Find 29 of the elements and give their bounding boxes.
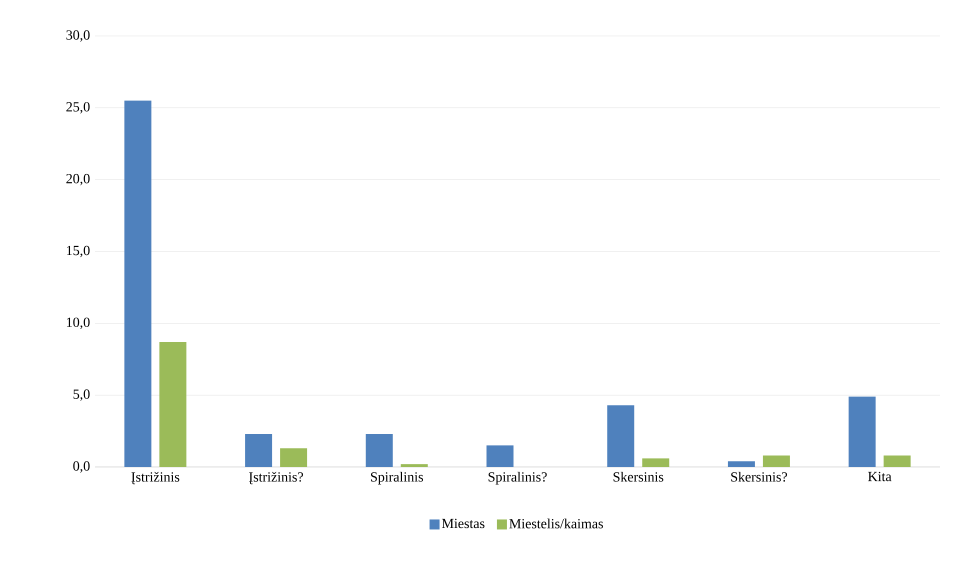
bar bbox=[762, 455, 790, 467]
bar bbox=[607, 405, 634, 467]
bar bbox=[400, 464, 428, 467]
x-tick-label: Kita bbox=[868, 472, 892, 482]
legend-label: Miestelis/kaimas bbox=[509, 518, 603, 528]
y-tick-label: 5,0 bbox=[74, 389, 90, 401]
x-tick-label: Spiralinis bbox=[370, 472, 424, 484]
bar bbox=[884, 455, 911, 467]
bar bbox=[728, 461, 755, 467]
x-tick-label: Įstrižinis? bbox=[249, 472, 304, 484]
bar bbox=[366, 434, 393, 467]
x-tick-label: Įstrižinis bbox=[131, 472, 180, 484]
bar bbox=[486, 445, 514, 467]
y-tick-label: 25,0 bbox=[66, 102, 90, 114]
y-tick-label: 20,0 bbox=[66, 174, 90, 186]
x-tick-label: Skersinis bbox=[614, 472, 664, 482]
bar bbox=[124, 100, 152, 467]
legend-label: Miestas bbox=[442, 518, 484, 528]
bar bbox=[642, 458, 670, 467]
bar bbox=[245, 434, 272, 467]
y-tick-label: 10,0 bbox=[66, 318, 90, 330]
x-tick-label: Skersinis? bbox=[731, 472, 788, 482]
y-tick-label: 15,0 bbox=[66, 246, 90, 258]
bar bbox=[159, 342, 186, 467]
y-tick-label: 30,0 bbox=[66, 30, 90, 42]
x-tick-label: Spiralinis? bbox=[488, 472, 547, 484]
bar bbox=[848, 396, 876, 467]
y-tick-label: 0,0 bbox=[73, 461, 90, 473]
bar bbox=[280, 448, 308, 467]
